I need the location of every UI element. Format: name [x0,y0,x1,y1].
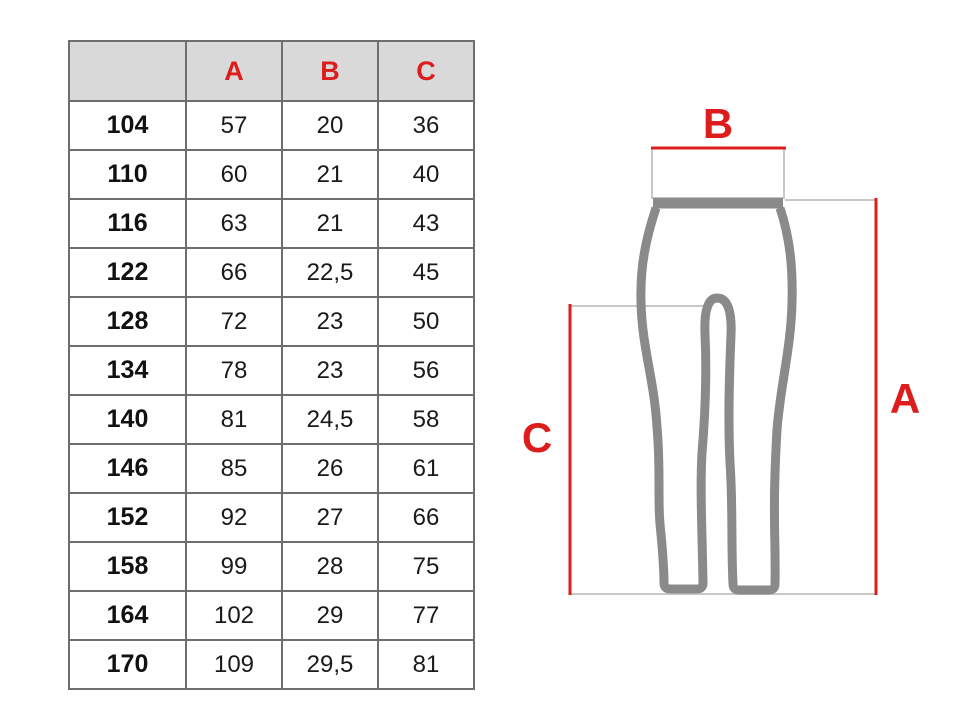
size-label: 152 [68,492,187,543]
leggings-body-outline [636,206,797,595]
value-a: 99 [185,541,283,592]
size-label: 164 [68,590,187,641]
table-row: 128 72 23 50 [68,296,475,347]
table-row: 170 109 29,5 81 [68,639,475,690]
value-b: 27 [281,492,379,543]
dimension-label-b: B [703,100,733,147]
value-b: 29,5 [281,639,379,690]
size-label: 122 [68,247,187,298]
value-b: 28 [281,541,379,592]
value-a: 66 [185,247,283,298]
value-b: 26 [281,443,379,494]
header-cell-size [68,40,187,102]
value-a: 63 [185,198,283,249]
table-row: 146 85 26 61 [68,443,475,494]
dimension-label-a: A [890,375,920,422]
size-table-header-row: A B C [68,40,475,102]
value-c: 77 [377,590,475,641]
size-label: 158 [68,541,187,592]
value-c: 81 [377,639,475,690]
table-row: 104 57 20 36 [68,100,475,151]
value-c: 43 [377,198,475,249]
value-a: 72 [185,296,283,347]
header-cell-c: C [377,40,475,102]
value-c: 58 [377,394,475,445]
value-a: 109 [185,639,283,690]
table-row: 164 102 29 77 [68,590,475,641]
table-row: 116 63 21 43 [68,198,475,249]
table-row: 110 60 21 40 [68,149,475,200]
value-b: 24,5 [281,394,379,445]
dimension-label-c: C [522,414,552,461]
value-b: 23 [281,296,379,347]
size-label: 104 [68,100,187,151]
table-row: 140 81 24,5 58 [68,394,475,445]
value-c: 36 [377,100,475,151]
table-row: 134 78 23 56 [68,345,475,396]
value-b: 29 [281,590,379,641]
value-c: 50 [377,296,475,347]
value-a: 85 [185,443,283,494]
value-c: 75 [377,541,475,592]
value-c: 56 [377,345,475,396]
value-c: 40 [377,149,475,200]
value-a: 102 [185,590,283,641]
table-row: 158 99 28 75 [68,541,475,592]
value-b: 22,5 [281,247,379,298]
header-cell-b: B [281,40,379,102]
value-b: 20 [281,100,379,151]
size-label: 110 [68,149,187,200]
value-a: 81 [185,394,283,445]
value-a: 78 [185,345,283,396]
size-label: 116 [68,198,187,249]
size-label: 146 [68,443,187,494]
value-a: 57 [185,100,283,151]
value-b: 21 [281,198,379,249]
value-c: 61 [377,443,475,494]
size-label: 170 [68,639,187,690]
value-c: 66 [377,492,475,543]
value-b: 23 [281,345,379,396]
table-row: 152 92 27 66 [68,492,475,543]
table-row: 122 66 22,5 45 [68,247,475,298]
size-label: 128 [68,296,187,347]
value-a: 60 [185,149,283,200]
leggings-outline [636,197,797,595]
size-table: A B C 104 57 20 36 110 60 21 40 116 63 2… [68,40,475,690]
header-cell-a: A [185,40,283,102]
size-label: 134 [68,345,187,396]
value-c: 45 [377,247,475,298]
size-label: 140 [68,394,187,445]
value-b: 21 [281,149,379,200]
value-a: 92 [185,492,283,543]
